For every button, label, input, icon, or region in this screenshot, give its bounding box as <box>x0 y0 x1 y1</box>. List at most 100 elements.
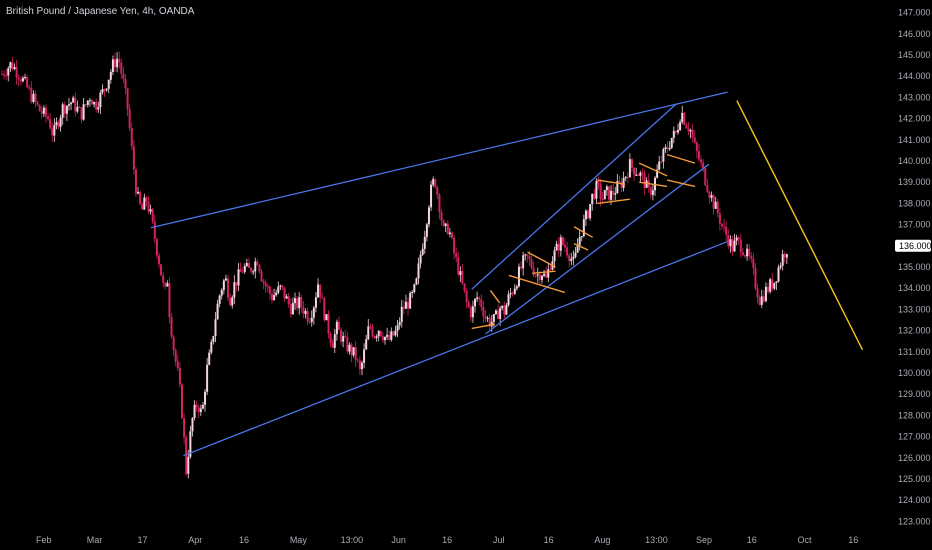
bull-candle <box>342 336 345 342</box>
time-axis: Feb Mar 17 Apr 16 May 13:00 Jun 16 Jul 16 Aug 13:00 S… <box>36 535 858 545</box>
bear-candle <box>660 161 663 163</box>
bull-candle <box>775 281 778 283</box>
bull-candle <box>212 336 215 342</box>
bear-candle <box>327 314 330 334</box>
bull-candle <box>404 301 407 309</box>
y-tick-label: 141.000 <box>898 135 931 145</box>
bear-candle <box>147 201 150 212</box>
bear-candle <box>691 129 694 138</box>
bull-candle <box>576 245 579 253</box>
bull-candle <box>570 258 573 262</box>
bear-candle <box>227 278 230 298</box>
bull-candle <box>421 248 424 255</box>
bull-candle <box>419 254 422 264</box>
bull-candle <box>714 201 717 209</box>
x-tick-label: 16 <box>239 535 249 545</box>
bull-candle <box>505 305 508 315</box>
bear-candle <box>229 297 232 306</box>
x-tick-label: Mar <box>87 535 103 545</box>
bull-candle <box>396 325 399 331</box>
bull-candle <box>444 223 447 227</box>
bear-candle <box>379 330 382 337</box>
bear-candle <box>463 283 466 291</box>
bear-candle <box>3 74 6 76</box>
bear-candle <box>674 130 677 133</box>
bear-candle <box>442 220 445 227</box>
bull-candle <box>97 107 100 110</box>
bear-candle <box>373 336 376 339</box>
bear-candle <box>702 162 705 169</box>
bear-candle <box>530 259 533 268</box>
bull-candle <box>417 263 420 279</box>
bull-candle <box>507 294 510 306</box>
bear-candle <box>737 237 740 240</box>
chart-title: British Pound / Japanese Yen, 4h, OANDA <box>6 6 195 17</box>
bear-candle <box>302 306 305 314</box>
bull-candle <box>413 284 416 293</box>
bear-candle <box>716 201 719 214</box>
bear-candle <box>731 239 734 252</box>
bear-candle <box>434 179 437 188</box>
bear-candle <box>296 298 299 309</box>
y-tick-label: 124.000 <box>898 495 931 505</box>
x-tick-label: 16 <box>848 535 858 545</box>
bull-candle <box>622 178 625 188</box>
bear-candle <box>407 301 410 309</box>
bear-candle <box>5 75 8 77</box>
bull-candle <box>7 68 10 76</box>
bull-candle <box>777 267 780 282</box>
bear-candle <box>607 186 610 200</box>
bull-candle <box>398 322 401 326</box>
bear-candle <box>162 275 165 283</box>
bear-candle <box>350 344 353 356</box>
bear-candle <box>526 254 529 257</box>
bear-candle <box>344 336 347 338</box>
bear-candle <box>561 237 564 245</box>
bull-candle <box>67 104 70 106</box>
bear-candle <box>369 326 372 328</box>
bear-candle <box>685 124 688 129</box>
bull-candle <box>116 58 119 68</box>
bull-candle <box>689 129 692 132</box>
bull-candle <box>204 391 207 405</box>
bear-candle <box>34 93 37 102</box>
bull-candle <box>384 336 387 341</box>
y-tick-label: 133.000 <box>898 304 931 314</box>
bull-candle <box>394 330 397 336</box>
bear-candle <box>478 297 481 300</box>
bear-candle <box>308 321 311 323</box>
bull-candle <box>710 195 713 198</box>
bull-candle <box>459 271 462 275</box>
bear-candle <box>51 128 54 136</box>
bear-candle <box>120 62 123 74</box>
bear-candle <box>467 302 470 308</box>
bear-candle <box>771 279 774 289</box>
bull-candle <box>76 106 79 112</box>
bear-candle <box>258 265 261 272</box>
bull-candle <box>658 161 661 170</box>
y-tick-label: 126.000 <box>898 453 931 463</box>
bull-candle <box>536 274 539 276</box>
bear-candle <box>752 258 755 268</box>
bull-candle <box>166 283 169 287</box>
bull-candle <box>218 295 221 304</box>
bear-candle <box>723 226 726 228</box>
bear-candle <box>402 306 405 309</box>
bear-candle <box>346 336 349 352</box>
bull-candle <box>143 197 146 210</box>
bull-candle <box>639 172 642 176</box>
bull-candle <box>662 149 665 162</box>
x-tick-label: 16 <box>544 535 554 545</box>
bear-candle <box>649 187 652 195</box>
bear-candle <box>103 89 106 91</box>
x-tick-label: May <box>290 535 308 545</box>
bull-candle <box>9 62 12 69</box>
bull-candle <box>574 252 577 257</box>
bear-candle <box>756 288 759 298</box>
bull-candle <box>651 190 654 195</box>
bull-candle <box>411 292 414 294</box>
bull-candle <box>243 265 246 272</box>
bear-candle <box>306 310 309 322</box>
flag-line <box>597 198 630 205</box>
